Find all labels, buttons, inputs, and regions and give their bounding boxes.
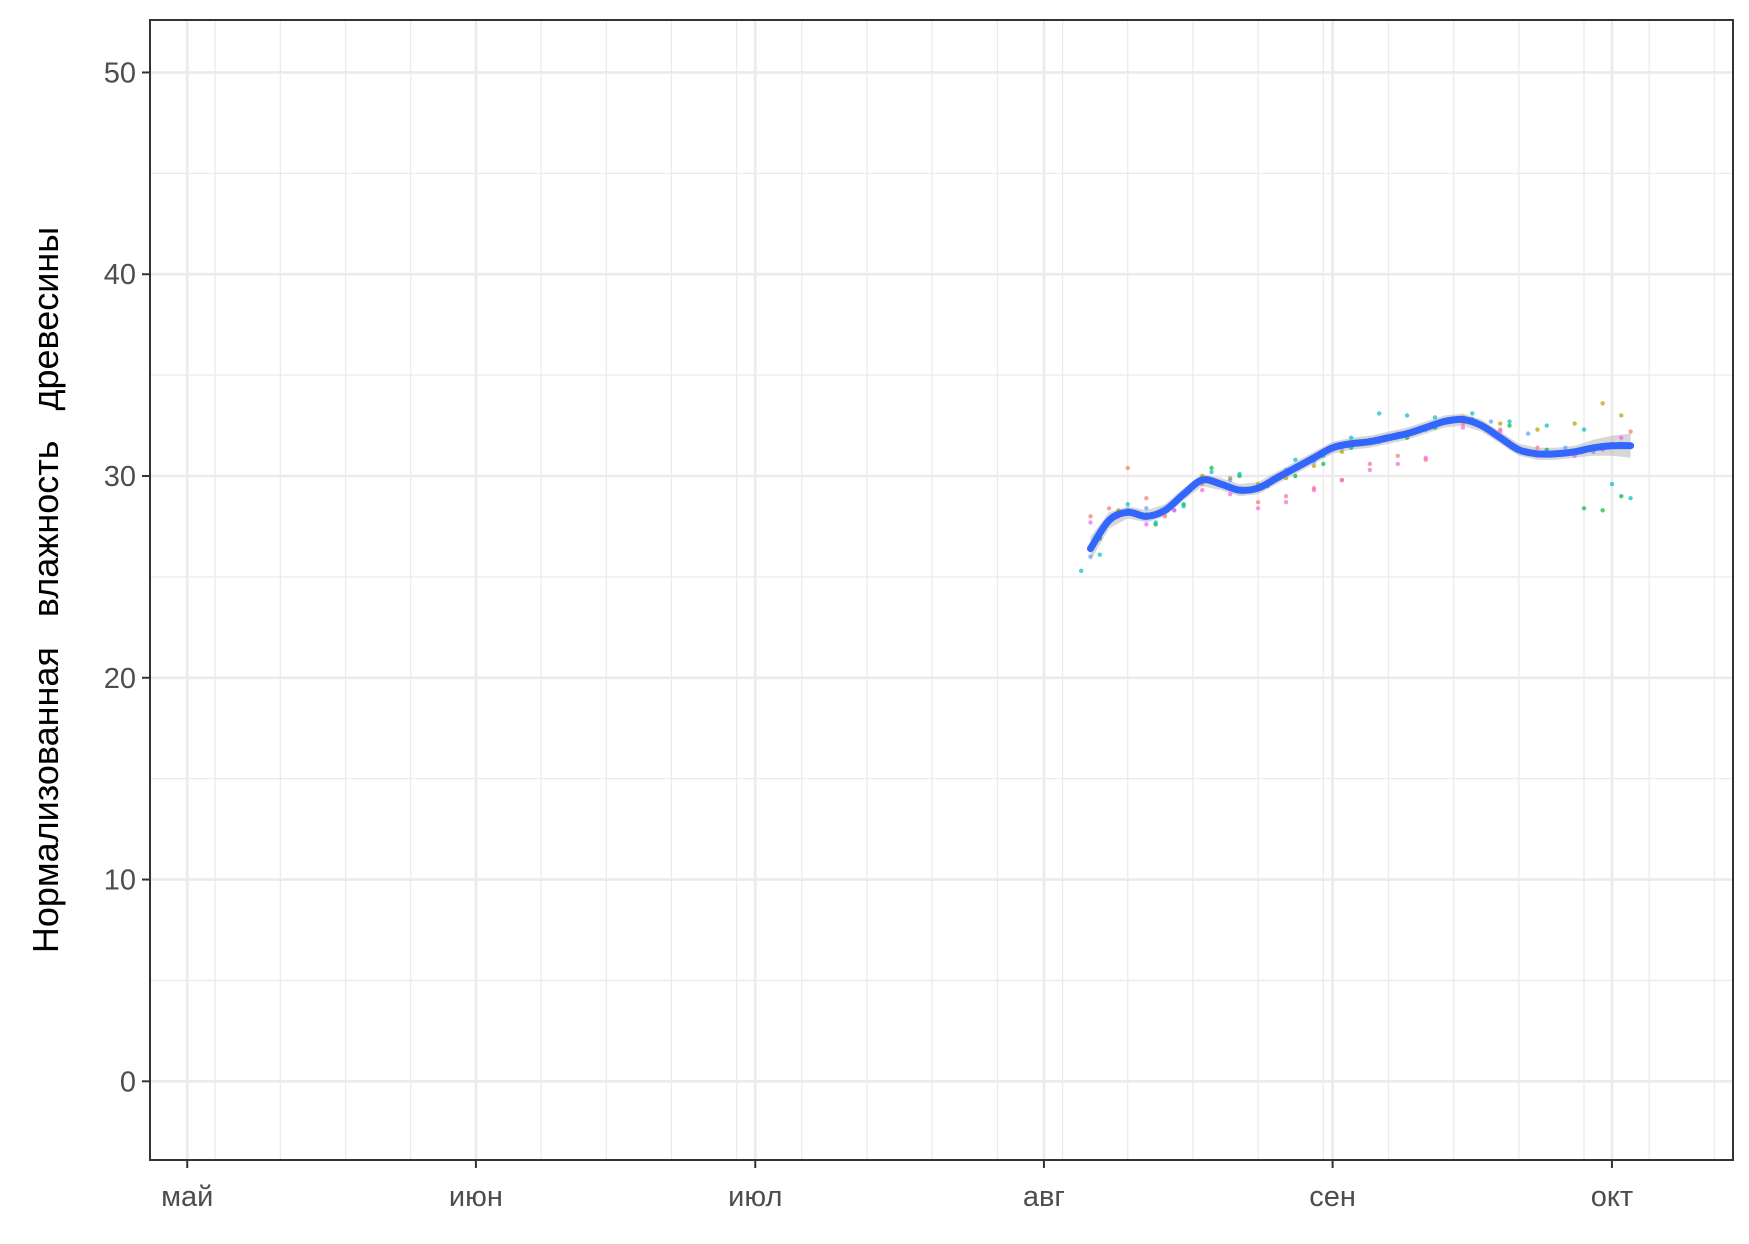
- data-point: [1376, 411, 1382, 416]
- x-tick-label: авг: [1023, 1181, 1065, 1213]
- data-point: [1572, 421, 1577, 426]
- y-tick-label: 20: [104, 663, 136, 695]
- smooth-line: [1087, 415, 1635, 553]
- data-point: [1339, 449, 1345, 454]
- x-tick-label: сен: [1309, 1181, 1356, 1213]
- data-point: [1125, 502, 1130, 507]
- data-point: [1544, 423, 1549, 428]
- data-point: [1255, 500, 1261, 505]
- x-tick-label: июн: [449, 1181, 503, 1213]
- data-point: [1088, 514, 1093, 519]
- data-point: [1535, 445, 1540, 450]
- data-point: [1088, 520, 1093, 525]
- data-point: [1172, 508, 1177, 513]
- data-point: [1563, 445, 1568, 450]
- data-point: [1283, 493, 1289, 499]
- data-point: [1432, 415, 1438, 420]
- plot-panel-border: [149, 19, 1734, 1161]
- data-point: [1600, 401, 1605, 406]
- y-tick-label: 0: [120, 1066, 136, 1098]
- data-point: [1227, 491, 1233, 497]
- data-point: [1488, 419, 1494, 424]
- data-point: [1088, 554, 1093, 559]
- data-point: [1311, 487, 1317, 493]
- data-point: [1470, 411, 1475, 416]
- data-point: [1321, 461, 1326, 467]
- data-point: [1349, 435, 1354, 440]
- data-point: [1460, 425, 1466, 430]
- data-point: [1507, 423, 1512, 428]
- data-point: [1237, 471, 1242, 477]
- data-point: [1367, 461, 1373, 467]
- data-point: [1144, 506, 1149, 511]
- x-axis: май июн июл авг сен окт: [161, 1160, 1633, 1213]
- data-point: [1255, 506, 1261, 511]
- data-point: [1535, 427, 1540, 432]
- data-point: [1525, 431, 1531, 436]
- data-point: [1498, 429, 1503, 434]
- data-point: [1628, 495, 1633, 501]
- data-point: [1144, 522, 1149, 527]
- data-point: [1144, 495, 1149, 501]
- y-tick-label: 50: [104, 57, 136, 89]
- smooth-line-layer: [1087, 415, 1635, 553]
- data-point: [1619, 413, 1624, 418]
- data-point: [1078, 568, 1084, 574]
- data-point: [1293, 457, 1298, 463]
- y-tick-label: 30: [104, 461, 136, 493]
- data-point: [1367, 467, 1373, 473]
- data-point: [1498, 421, 1503, 426]
- y-tick-label: 10: [104, 865, 136, 897]
- data-point: [1600, 508, 1605, 513]
- data-point: [1581, 506, 1587, 511]
- data-point: [1200, 487, 1205, 493]
- data-point: [1581, 427, 1587, 432]
- data-point: [1181, 504, 1186, 509]
- data-point: [1395, 461, 1400, 467]
- data-point: [1209, 469, 1214, 475]
- major-gridlines: [150, 20, 1733, 1160]
- data-point: [1311, 463, 1317, 469]
- data-point: [1619, 493, 1624, 499]
- data-point: [1293, 473, 1298, 479]
- data-point: [1619, 435, 1624, 440]
- y-axis: 0 10 20 30 40 50: [104, 57, 150, 1098]
- data-point: [1209, 465, 1214, 471]
- data-point: [1106, 506, 1112, 511]
- x-tick-label: май: [161, 1181, 213, 1213]
- data-point: [1227, 477, 1233, 483]
- y-tick-label: 40: [104, 259, 136, 291]
- data-point: [1283, 500, 1289, 505]
- data-point: [1628, 429, 1633, 434]
- data-point: [1097, 552, 1103, 557]
- data-point: [1609, 481, 1615, 487]
- x-tick-label: июл: [728, 1181, 782, 1213]
- data-point: [1395, 453, 1400, 459]
- data-point: [1125, 465, 1130, 471]
- data-point: [1162, 514, 1168, 519]
- x-tick-label: окт: [1591, 1181, 1633, 1213]
- data-point: [1423, 455, 1428, 461]
- data-point: [1404, 413, 1410, 418]
- y-axis-title: Нормализованная влажность древесины: [25, 227, 66, 953]
- data-point: [1339, 477, 1345, 483]
- data-point: [1507, 419, 1512, 424]
- data-point: [1153, 520, 1158, 525]
